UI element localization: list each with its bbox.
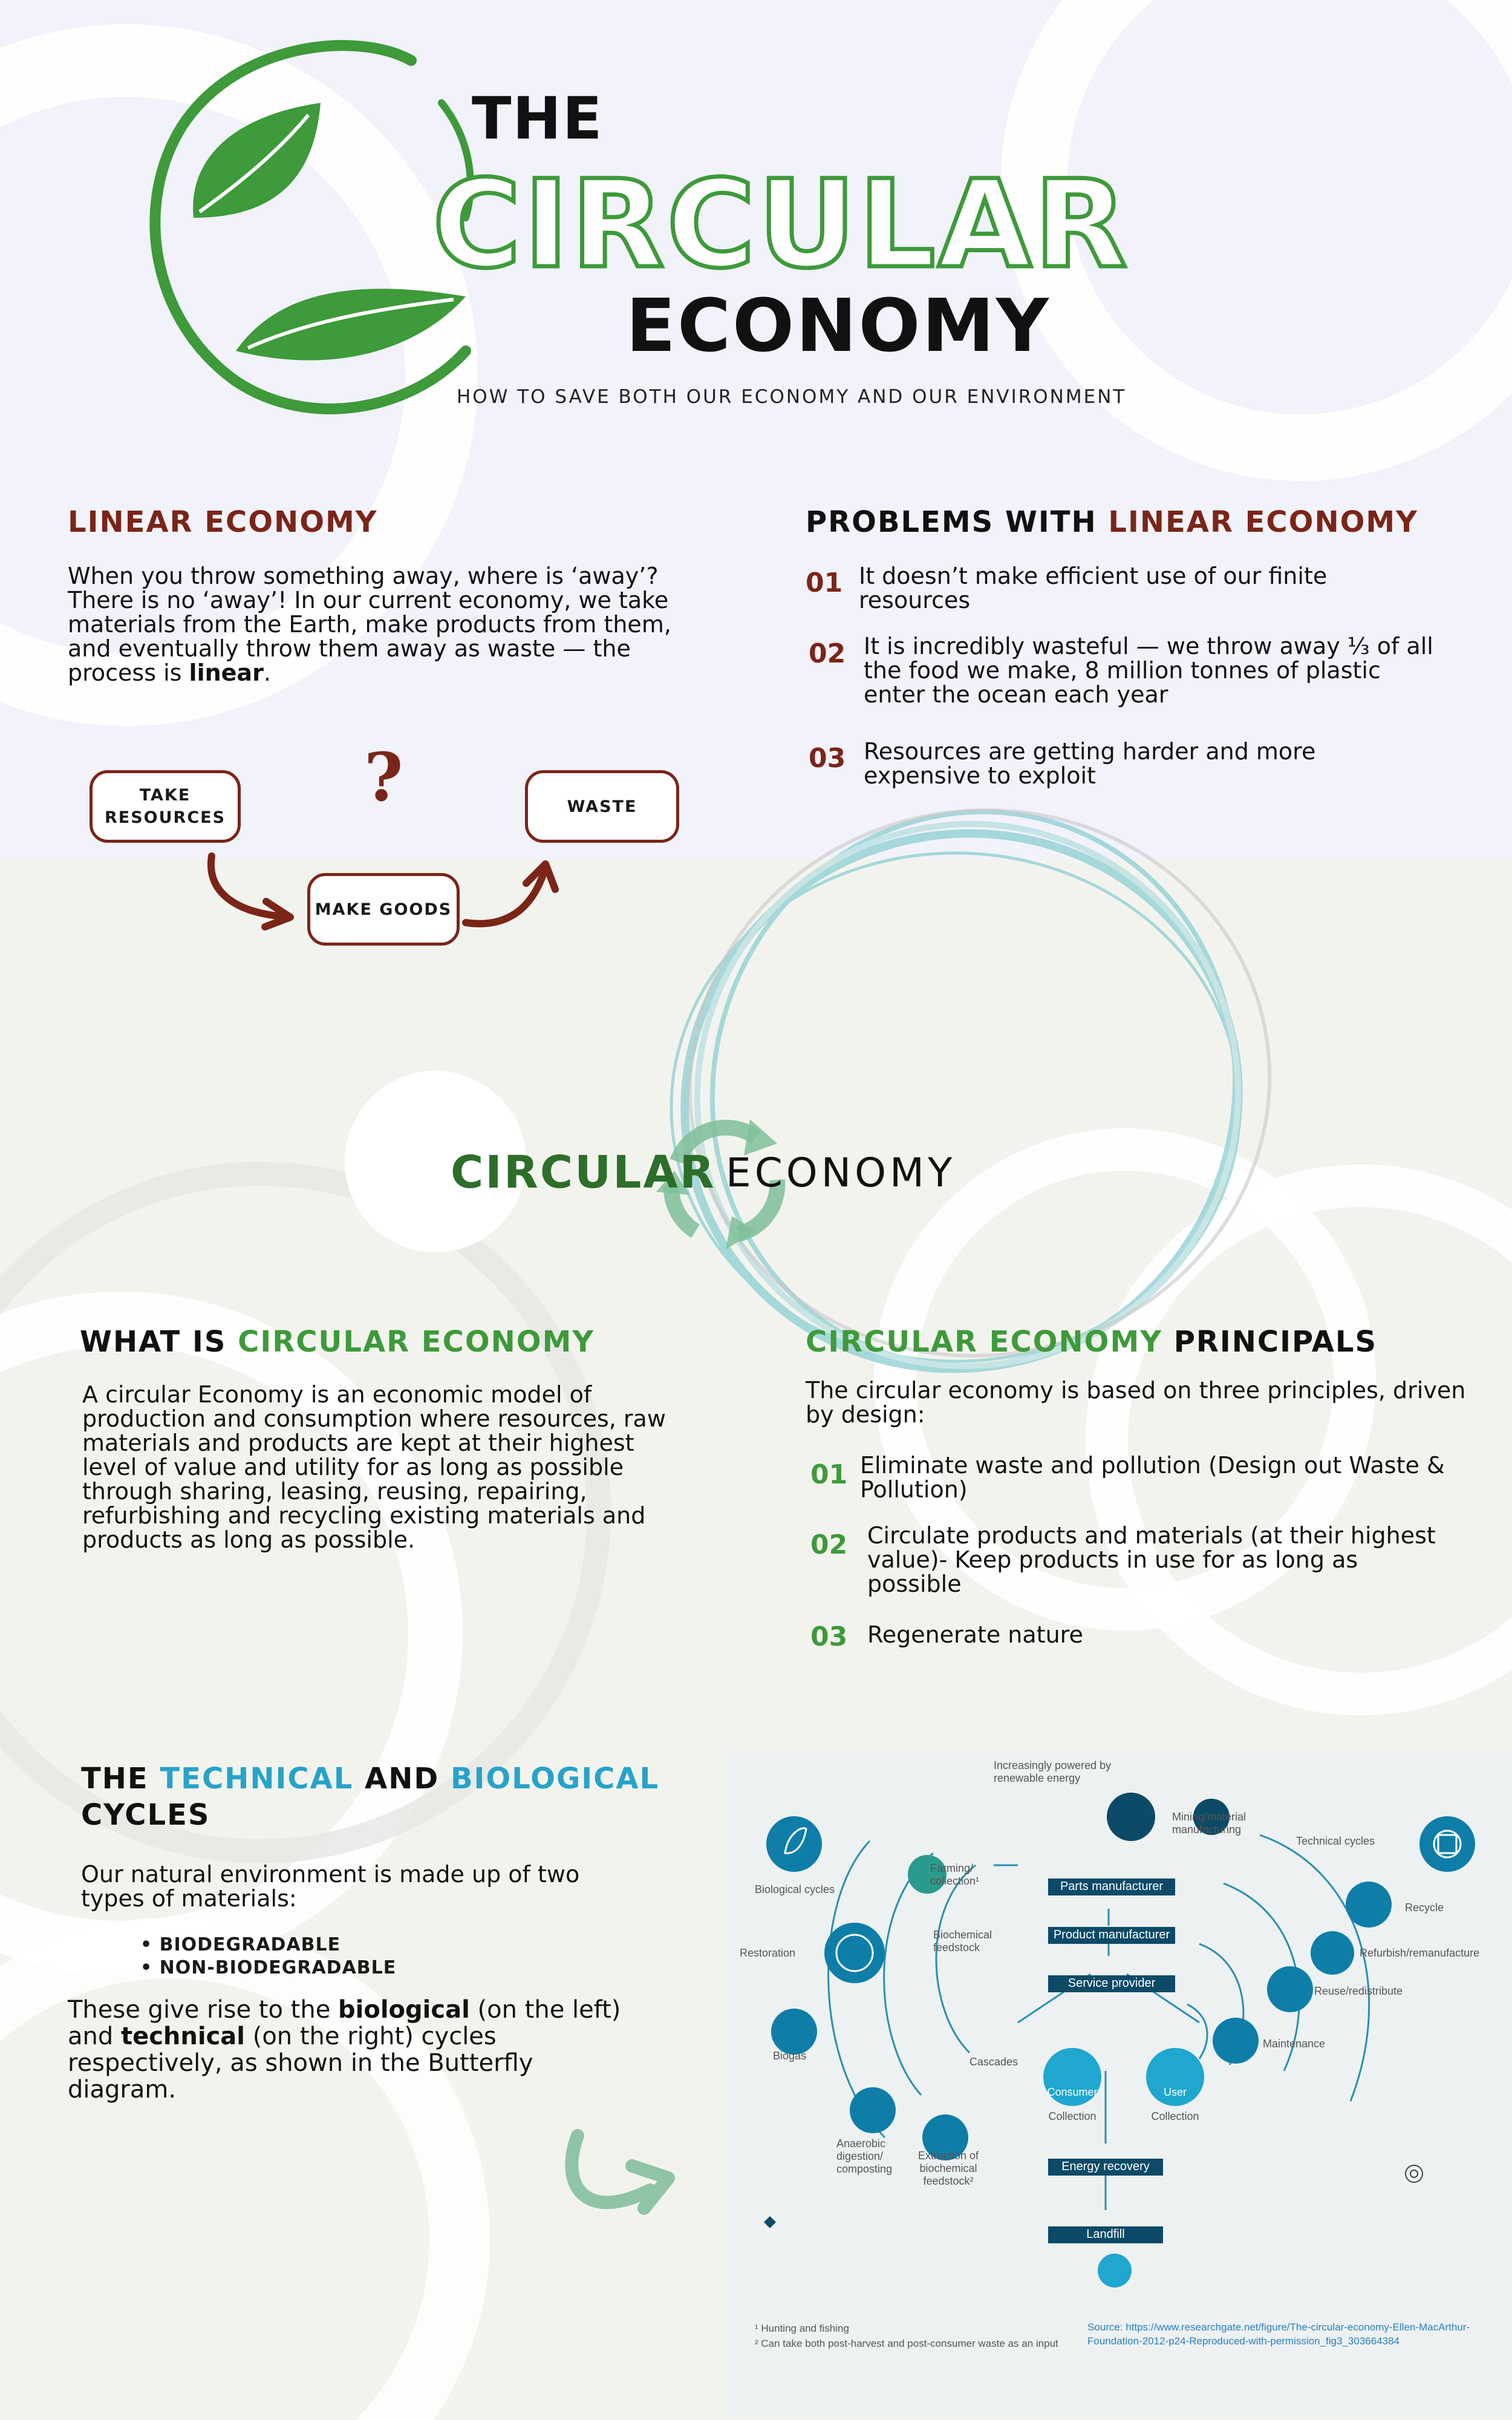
parts-manufacturer-bar: Parts manufacturer: [1048, 1879, 1175, 1895]
waste-box: WASTE: [525, 770, 679, 843]
take-resources-box: TAKE RESOURCES: [90, 770, 241, 843]
materials-bullet-list: • BIODEGRADABLE • NON-BIODEGRADABLE: [140, 1934, 396, 1980]
title-the: THE: [472, 85, 604, 152]
curved-arrow-icon: [207, 852, 294, 930]
problem-text-2: It is incredibly wasteful — we throw awa…: [864, 633, 1433, 708]
recycle-arrows-icon: [656, 1119, 786, 1249]
principle-num-2: 02: [810, 1529, 848, 1560]
diagram-label-technical-cycles: Technical cycles: [1296, 1835, 1375, 1847]
footnote-2: ² Can take both post-harvest and post-co…: [755, 2338, 1058, 2349]
principle-num-1: 01: [810, 1459, 848, 1490]
subtitle: HOW TO SAVE BOTH OUR ECONOMY AND OUR ENV…: [457, 386, 1127, 408]
cycles-text-1: Our natural environment is made up of tw…: [81, 1861, 580, 1912]
diagram-label-collection-2: Collection: [1151, 2110, 1199, 2122]
problem-text-1: It doesn’t make efficient use of our fin…: [859, 563, 1328, 613]
problem-num-3: 03: [809, 743, 846, 774]
diagram-label-biochemical: Biochemical feedstock: [933, 1929, 992, 1954]
principles-heading: CIRCULAR ECONOMY PRINCIPALS: [806, 1325, 1378, 1359]
diagram-label-mining: Mining/material manufacturing: [1172, 1811, 1246, 1836]
question-mark: ?: [364, 738, 403, 816]
circular-banner-word2: ECONOMY: [726, 1150, 956, 1196]
landfill-bar: Landfill: [1048, 2226, 1163, 2243]
what-is-heading: WHAT IS CIRCULAR ECONOMY: [80, 1325, 595, 1359]
principle-num-3: 03: [810, 1621, 848, 1652]
problem-num-1: 01: [806, 567, 843, 598]
diagram-label-maintenance: Maintenance: [1263, 2038, 1326, 2050]
diagram-label-recycle: Recycle: [1405, 1902, 1444, 1914]
title-circular: CIRCULAR: [431, 152, 1130, 298]
principle-text-3: Regenerate nature: [867, 1621, 1083, 1648]
bullet-non-biodegradable: • NON-BIODEGRADABLE: [140, 1957, 397, 1978]
diagram-label-extraction: Extraction of biochemical feedstock²: [917, 2150, 979, 2187]
footnote-1: ¹ Hunting and fishing: [755, 2323, 849, 2334]
curved-arrow-up-icon: [462, 860, 559, 927]
principles-intro: The circular economy is based on three p…: [806, 1377, 1466, 1428]
diagram-label-cascades: Cascades: [969, 2056, 1018, 2068]
service-provider-bar: Service provider: [1048, 1975, 1175, 1992]
linear-economy-text: When you throw something away, where is …: [68, 563, 671, 686]
pointer-arrow-icon: [565, 2129, 675, 2215]
title-economy: ECONOMY: [626, 284, 1051, 368]
make-goods-box: MAKE GOODS: [307, 873, 460, 946]
cycles-heading: THE TECHNICAL AND BIOLOGICAL CYCLES: [81, 1762, 660, 1832]
diagram-label-user: User: [1163, 2086, 1187, 2098]
diagram-label-renewable: Increasingly powered by renewable energy: [994, 1759, 1112, 1784]
linear-economy-heading: LINEAR ECONOMY: [68, 505, 378, 539]
diagram-label-farming: Farming/ collection¹: [930, 1862, 980, 1887]
leaf-logo-icon: [149, 40, 474, 414]
butterfly-diagram-graphic: [764, 1793, 1475, 2288]
product-manufacturer-bar: Product manufacturer: [1048, 1927, 1175, 1944]
what-is-text: A circular Economy is an economic model …: [82, 1381, 666, 1553]
diagram-label-collection-1: Collection: [1048, 2110, 1097, 2122]
diagram-label-biological-cycles: Biological cycles: [755, 1883, 835, 1895]
principle-text-2: Circulate products and materials (at the…: [867, 1522, 1436, 1597]
diagram-label-restoration: Restoration: [740, 1947, 796, 1959]
diagram-label-consumer: Consumer: [1047, 2086, 1098, 2098]
problem-num-2: 02: [809, 638, 846, 669]
cycles-text-2: These give rise to the biological (on th…: [68, 1996, 621, 2104]
diagram-label-reuse: Reuse/redistribute: [1314, 1985, 1403, 1997]
bullet-biodegradable: • BIODEGRADABLE: [140, 1934, 341, 1955]
diagram-source: Source: https://www.researchgate.net/fig…: [1087, 2321, 1470, 2347]
principle-text-1: Eliminate waste and pollution (Design ou…: [860, 1452, 1445, 1503]
diagram-label-biogas: Biogas: [773, 2050, 807, 2062]
energy-recovery-bar: Energy recovery: [1048, 2159, 1163, 2176]
problems-heading: PROBLEMS WITH LINEAR ECONOMY: [806, 505, 1418, 539]
diagram-label-anaerobic: Anaerobic digestion/ composting: [836, 2137, 893, 2175]
diagram-label-refurbish: Refurbish/remanufacture: [1360, 1947, 1480, 1959]
problem-text-3: Resources are getting harder and more ex…: [864, 738, 1316, 789]
circular-banner-word1: CIRCULAR: [451, 1146, 716, 1199]
butterfly-diagram: Increasingly powered by renewable energy…: [728, 1750, 1512, 2416]
